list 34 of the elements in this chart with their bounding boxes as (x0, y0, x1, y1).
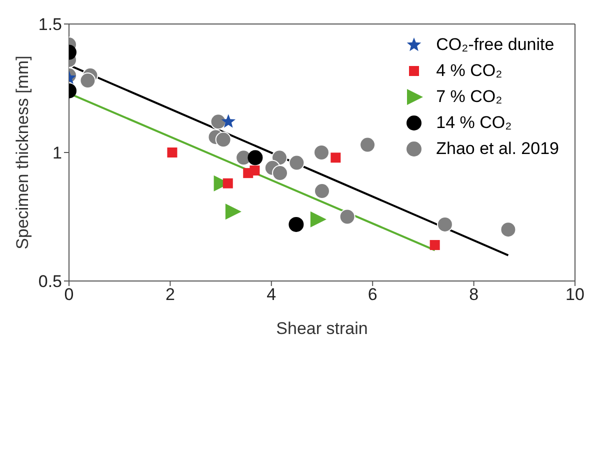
point (288, 154, 305, 171)
point (500, 222, 516, 238)
point (210, 114, 226, 130)
point (436, 216, 453, 232)
y-tick-label: 0.5 (38, 272, 62, 292)
x-axis-title: Shear strain (276, 319, 368, 338)
point (225, 204, 242, 220)
point (310, 211, 326, 228)
x-tick-label: 6 (368, 285, 378, 304)
y-axis-title: Specimen thickness [mm] (12, 56, 32, 250)
point (222, 178, 233, 188)
y-tick-label: 1.5 (38, 15, 62, 34)
x-tick-label: 2 (165, 285, 175, 304)
legend-label: 4 % CO₂ (436, 61, 502, 81)
point (243, 168, 254, 178)
point (314, 183, 330, 200)
y-tick-label: 1 (52, 144, 62, 163)
point (339, 208, 356, 225)
legend-label: 7 % CO₂ (436, 87, 502, 107)
point (167, 148, 178, 158)
point (430, 240, 440, 250)
x-tick-label: 10 (566, 285, 584, 304)
point (215, 132, 232, 148)
legend-label: CO₂-free dunite (436, 35, 554, 55)
x-tick-label: 4 (266, 285, 276, 304)
point (80, 72, 96, 89)
legend-label: 14 % CO₂ (436, 113, 512, 133)
legend-label: Zhao et al. 2019 (436, 139, 559, 159)
point (360, 136, 376, 153)
x-tick-label: 0 (64, 285, 74, 304)
point (313, 144, 330, 160)
x-tick-label: 8 (469, 285, 479, 304)
point (272, 165, 288, 182)
point (330, 152, 341, 163)
